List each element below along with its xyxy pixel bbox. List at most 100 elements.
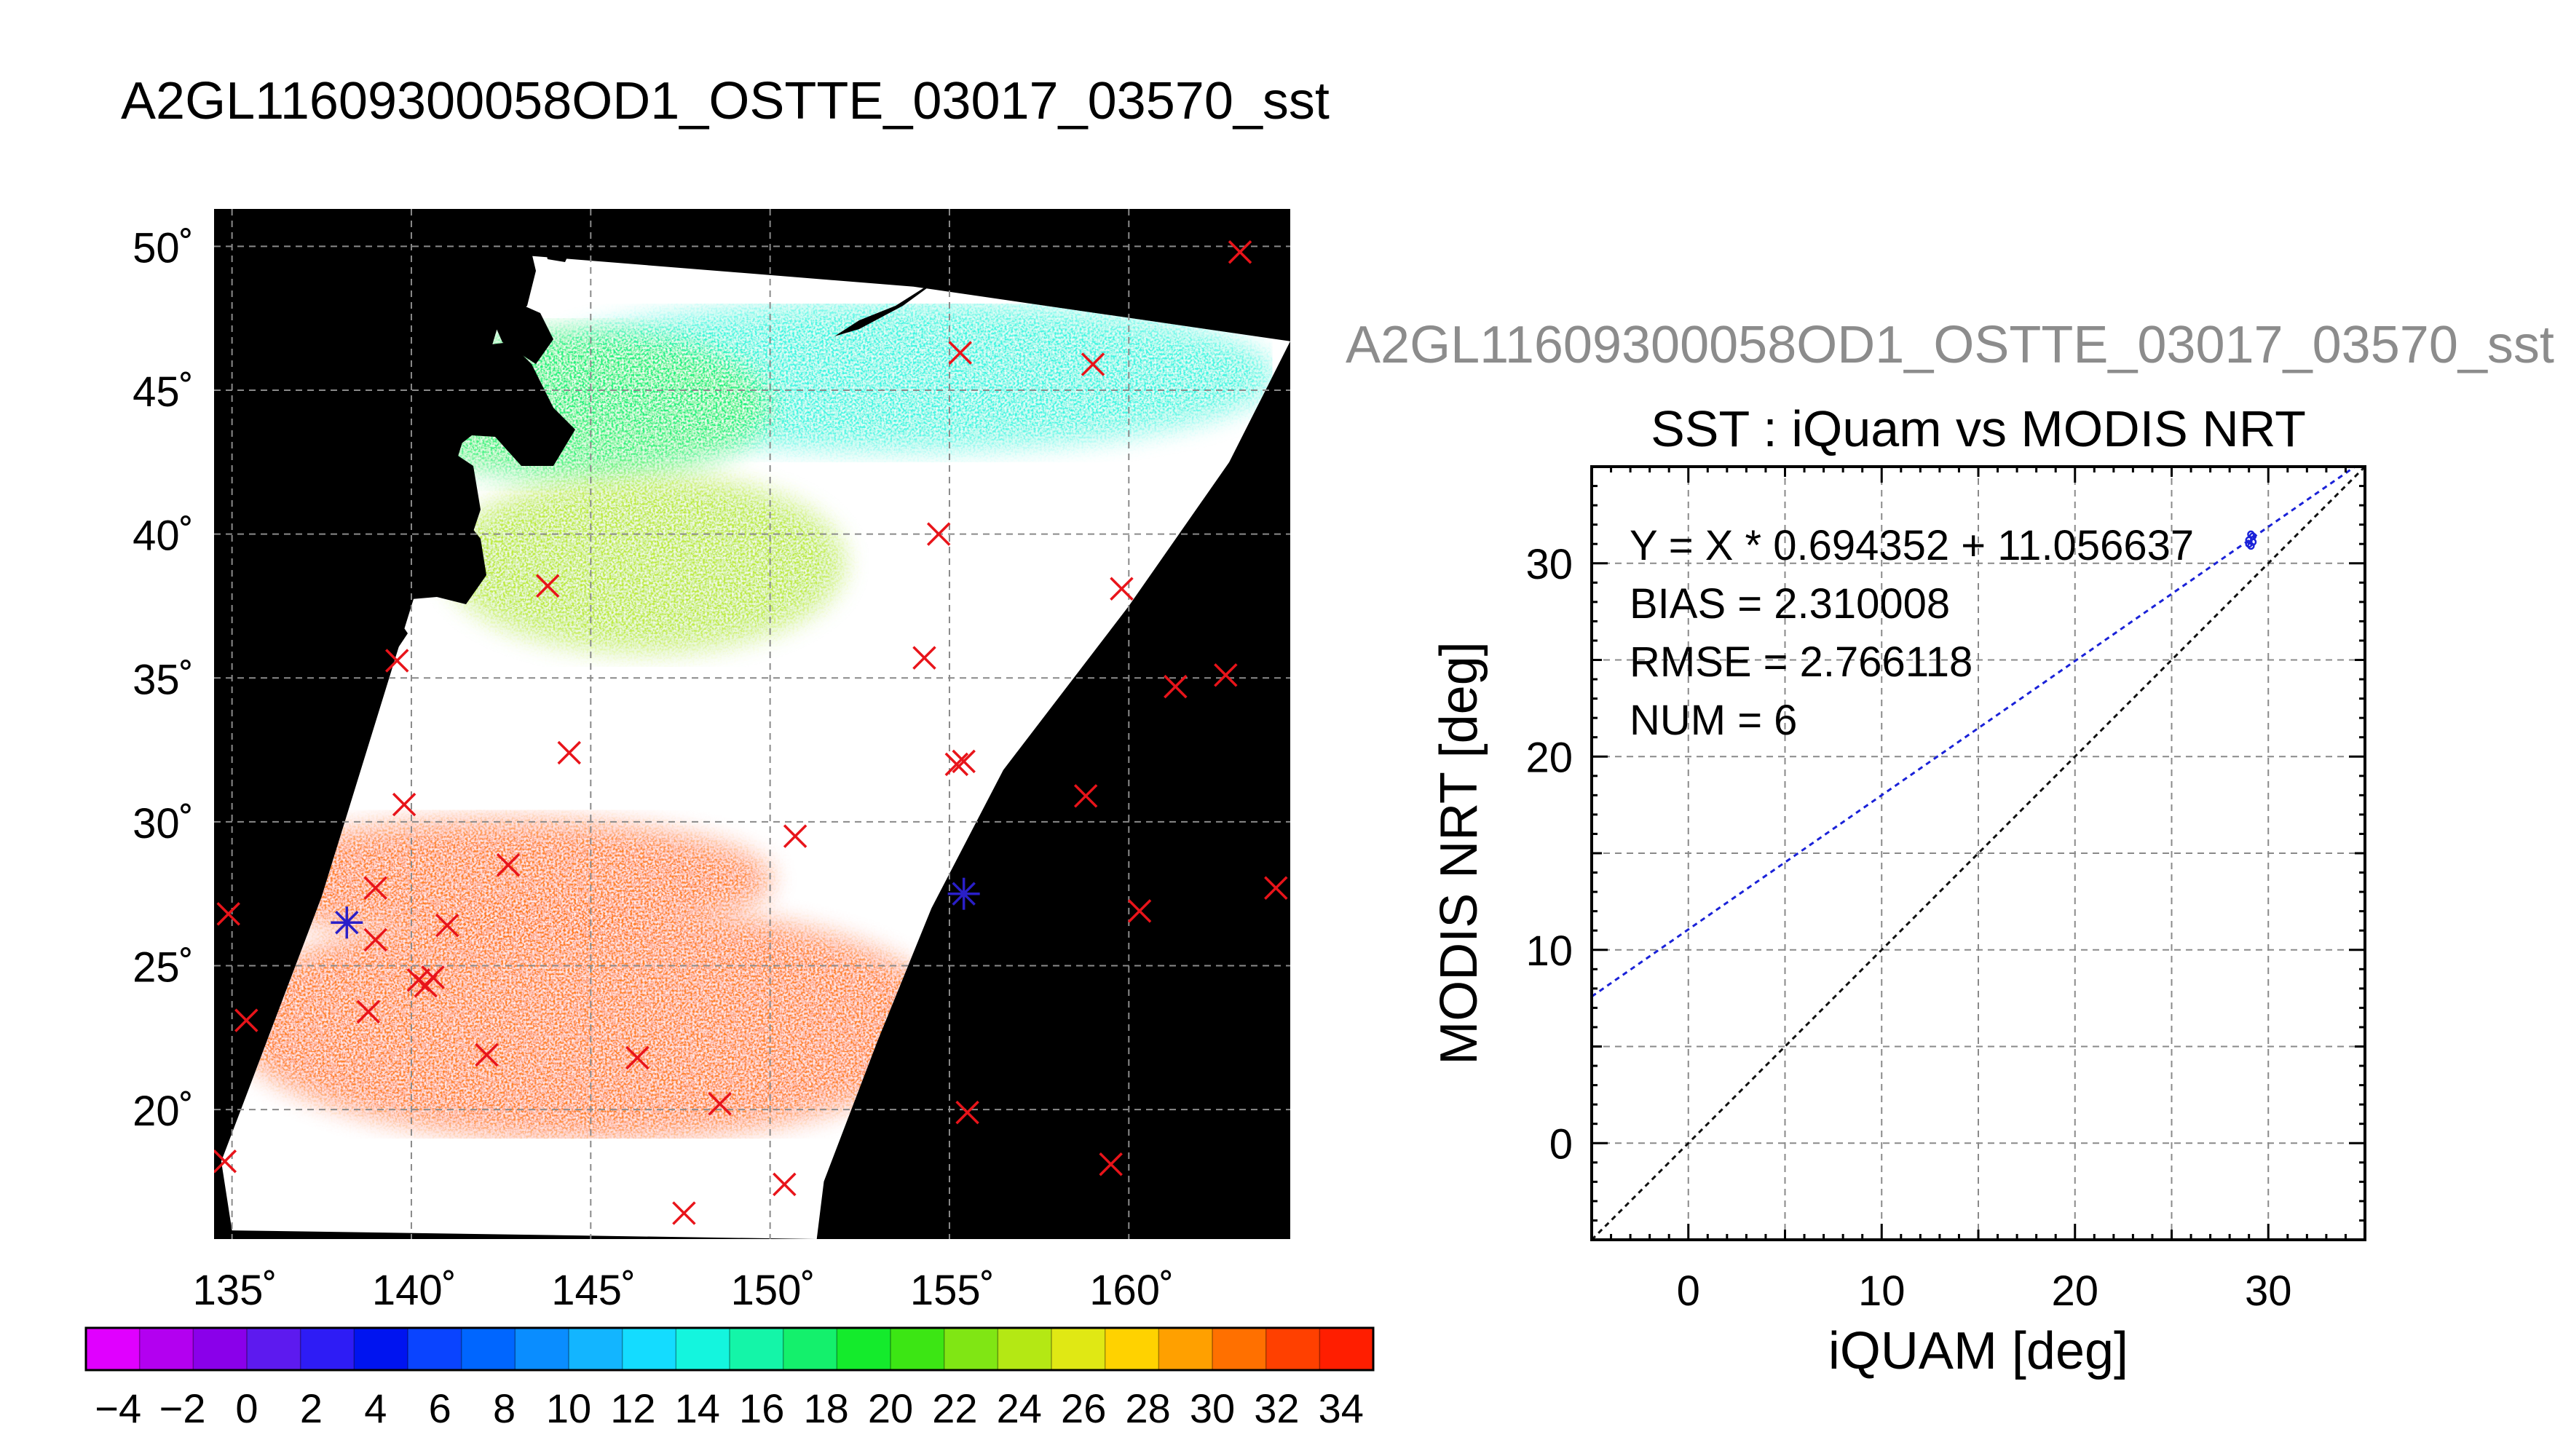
colorbar-tick-label: 12 [610, 1385, 655, 1431]
map-gridlines [214, 209, 1290, 1239]
colorbar-cell [1212, 1328, 1267, 1370]
colorbar-tick-label: 6 [429, 1385, 451, 1431]
colorbar-cell [569, 1328, 623, 1370]
colorbar-cell [730, 1328, 784, 1370]
map-lat-tick-label: 40˚ [133, 513, 194, 560]
scatter-stat-line: BIAS = 2.310008 [1630, 580, 1950, 628]
colorbar-cell [1158, 1328, 1213, 1370]
colorbar-cells [86, 1328, 1374, 1370]
scatter-plot: 0 10 20 30 0 10 20 30 Y = X * 0.694352 + 11.056… [1430, 465, 2366, 1380]
sst-region-southern-band [232, 908, 949, 1139]
buoy-marker-x [944, 752, 969, 777]
buoy-marker-x [1099, 1152, 1123, 1176]
buoy-marker-x [214, 1150, 237, 1174]
land-mask [325, 211, 947, 655]
colorbar-cell [1051, 1328, 1106, 1370]
map-lon-tick-label: 150˚ [731, 1267, 816, 1314]
colorbar-cell [1265, 1328, 1320, 1370]
buoy-marker-x [363, 876, 387, 901]
map-lat-tick-label: 20˚ [133, 1088, 194, 1135]
map-markers [214, 240, 1288, 1225]
map-lat-tick-label: 45˚ [133, 368, 194, 416]
scatter-points [2245, 530, 2257, 550]
colorbar-cell [139, 1328, 194, 1370]
buoy-marker-x [392, 792, 416, 817]
colorbar-cell [300, 1328, 355, 1370]
scatter-y-tick-label: 30 [1525, 541, 1573, 588]
colorbar-cell [944, 1328, 998, 1370]
buoy-marker-x [1214, 663, 1238, 687]
scatter-x-tick-label: 10 [1858, 1267, 1906, 1315]
colorbar-cell [783, 1328, 837, 1370]
scatter-stat-line: NUM = 6 [1630, 697, 1797, 744]
scatter-x-label: iQUAM [deg] [1828, 1322, 2128, 1380]
buoy-marker-x [773, 1172, 797, 1197]
buoy-marker-x [1264, 876, 1288, 901]
sst-region-kuroshio-band [232, 821, 770, 937]
buoy-marker-x [1110, 577, 1134, 601]
one-to-one-line [1592, 467, 2365, 1240]
colorbar-tick-label: 20 [868, 1385, 913, 1431]
colorbar-cell [837, 1328, 891, 1370]
scatter-y-tick-label: 0 [1549, 1120, 1573, 1168]
map-lat-tick-label: 50˚ [133, 224, 194, 272]
buoy-marker-x [783, 824, 807, 848]
colorbar-cell [891, 1328, 945, 1370]
colorbar-tick-label: 34 [1319, 1385, 1364, 1431]
buoy-marker-x [475, 1042, 499, 1067]
colorbar-tick-label: 0 [235, 1385, 258, 1431]
colorbar-tick-label: 10 [546, 1385, 591, 1431]
buoy-marker-x [363, 927, 387, 952]
scatter-stat-line: Y = X * 0.694352 + 11.056637 [1630, 522, 2194, 569]
scatter-y-label: MODIS NRT [deg] [1430, 641, 1488, 1065]
map-lon-tick-label: 160˚ [1089, 1267, 1174, 1314]
colorbar-cell [193, 1328, 248, 1370]
buoy-marker-x [385, 649, 409, 673]
scatter-y-tick-label: 20 [1525, 734, 1573, 781]
buoy-marker-x [535, 574, 560, 598]
colorbar-cell [354, 1328, 408, 1370]
map-lat-tick-label: 35˚ [133, 656, 194, 703]
matchup-star [331, 906, 363, 939]
scatter-subtitle: A2GL11609300058OD1_OSTTE_03017_03570_sst [1346, 316, 2554, 374]
colorbar-cell [461, 1328, 516, 1370]
buoy-marker-x [955, 1100, 979, 1125]
colorbar-tick-label: 30 [1190, 1385, 1235, 1431]
scatter-x-tick-label: 0 [1677, 1267, 1700, 1315]
sst-region-honshu-east-band [447, 476, 842, 649]
colorbar-tick-label: 32 [1254, 1385, 1299, 1431]
colorbar-cell [247, 1328, 301, 1370]
scatter-point [2248, 538, 2257, 546]
colorbar-tick-label: −2 [159, 1385, 206, 1431]
colorbar-tick-label: 14 [675, 1385, 720, 1431]
scatter-x-tick-label: 20 [2051, 1267, 2098, 1315]
matchup-star [947, 877, 980, 910]
colorbar-tick-label: 8 [493, 1385, 516, 1431]
map-lon-tick-label: 145˚ [551, 1267, 636, 1314]
buoy-marker-x [356, 1000, 381, 1024]
colorbar-cell [998, 1328, 1052, 1370]
colorbar-tick-label: 16 [739, 1385, 784, 1431]
sst-map: 20˚ 25˚ 30˚ 35˚ 40˚ 45˚ 50˚ 135˚ 140˚ 145˚ 150˚ 155… [133, 209, 1290, 1314]
colorbar-tick-label: 18 [803, 1385, 848, 1431]
colorbar-cell [1105, 1328, 1159, 1370]
buoy-marker-x [625, 1045, 649, 1070]
colorbar-tick-label: −4 [95, 1385, 141, 1431]
colorbar-frame [84, 1326, 1375, 1372]
buoy-marker-x [216, 902, 240, 926]
colorbar: −4 −2 0 2 4 6 8 10 12 14 16 18 20 22 24 26 28 30 32 34 [84, 1326, 1375, 1431]
map-lon-tick-label: 135˚ [193, 1267, 277, 1314]
scatter-y-tick-label: 10 [1525, 927, 1573, 975]
buoy-marker-x [234, 1008, 258, 1032]
buoy-marker-x [406, 968, 431, 992]
colorbar-tick-label: 26 [1061, 1385, 1106, 1431]
buoy-marker-x [435, 913, 459, 938]
map-axes: 20˚ 25˚ 30˚ 35˚ 40˚ 45˚ 50˚ 135˚ 140˚ 145˚ 150˚ 155… [133, 224, 1174, 1314]
colorbar-tick-label: 22 [932, 1385, 977, 1431]
colorbar-tick-label: 24 [997, 1385, 1042, 1431]
buoy-marker-x [672, 1201, 696, 1225]
map-lat-tick-label: 30˚ [133, 800, 194, 847]
buoy-marker-x [1164, 674, 1188, 699]
colorbar-tick-label: 4 [364, 1385, 387, 1431]
